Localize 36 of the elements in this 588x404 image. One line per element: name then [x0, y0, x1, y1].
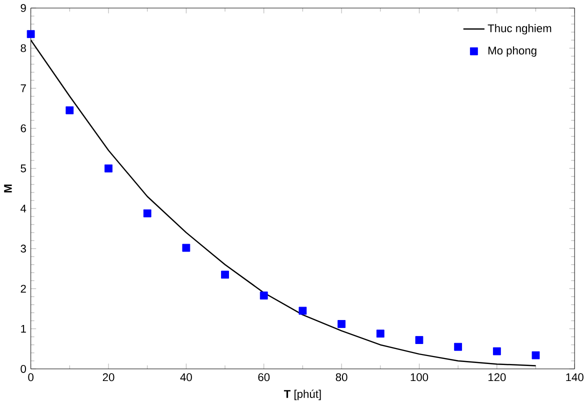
y-tick-label: 1	[21, 324, 26, 333]
point	[66, 106, 74, 114]
x-tick-label: 120	[488, 373, 506, 382]
point	[298, 306, 307, 315]
point	[260, 291, 268, 300]
y-tick-label: 9	[20, 4, 26, 12]
point	[221, 270, 229, 279]
point	[338, 320, 346, 328]
point	[26, 30, 35, 38]
y-tick-label: 4	[20, 204, 26, 212]
x-axis-title: T [phút]	[284, 390, 321, 400]
point	[182, 244, 190, 252]
point	[415, 336, 424, 344]
point	[104, 164, 112, 172]
x-tick-label: 140	[566, 373, 584, 382]
y-axis-title: M	[4, 184, 12, 192]
x-tick-label: 80	[336, 373, 348, 382]
x-tick-label: 0	[28, 373, 34, 382]
x-tick-label: 40	[180, 373, 192, 382]
x-tick-label: 60	[258, 373, 270, 382]
legend-label: Mo phong	[488, 46, 536, 57]
y-tick-label: 2	[20, 284, 26, 292]
y-tick-label: 0	[20, 364, 26, 373]
y-tick-label: 6	[20, 124, 26, 132]
x-tick-label: 100	[410, 373, 428, 382]
y-tick-label: 5	[20, 164, 26, 172]
point	[492, 347, 501, 356]
point	[143, 209, 152, 218]
point	[454, 342, 462, 351]
y-tick-label: 7	[20, 84, 26, 92]
x-tick-label: 20	[102, 373, 114, 382]
point	[532, 351, 540, 360]
legend-label: Thuc nghiem	[488, 24, 552, 34]
y-tick-label: 8	[20, 44, 26, 52]
point	[376, 330, 384, 338]
y-tick-label: 3	[20, 244, 26, 252]
